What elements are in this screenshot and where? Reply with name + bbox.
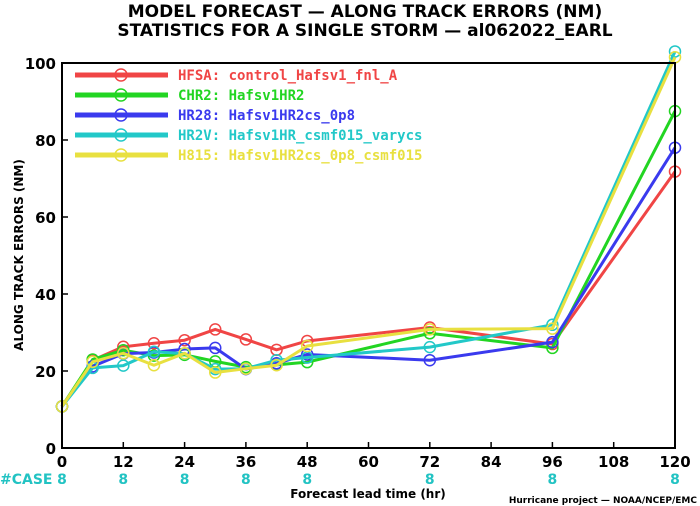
series-point-5 [270,358,283,372]
series-point-4 [668,45,682,58]
x-tick-label: 108 [598,453,629,471]
legend-label: HFSA: control_Hafsv1_fnl_A [178,68,398,84]
legend-label: CHR2: Hafsv1HR2 [178,88,304,104]
x-tick-label: 12 [113,453,134,471]
series-point-5 [300,339,314,353]
series-point-2 [117,343,130,357]
series-point-1 [239,333,253,346]
x-tick-label: 84 [481,453,502,471]
y-axis-label: ALONG TRACK ERRORS (NM) [12,159,26,351]
chart-title: MODEL FORECAST — ALONG TRACK ERRORS (NM) [128,2,602,22]
chart-subtitle: STATISTICS FOR A SINGLE STORM — al062022… [117,21,612,41]
case-count: 8 [180,472,190,488]
x-tick-label: 60 [358,453,379,471]
legend-marker [114,148,128,162]
series-point-5 [178,347,191,360]
series-point-5 [209,366,222,379]
case-count: 8 [670,472,680,488]
series-point-5 [147,358,161,372]
series-point-4 [546,318,559,332]
plot-area: 0 12 24 36 48 60 72 84 96 108 120 0 20 40 60 80 100 8 8 8 8 8… [25,45,691,488]
legend-marker [114,88,128,102]
series-point-5 [117,347,130,360]
plot-frame [61,62,676,449]
series-point-4 [147,345,161,358]
series-point-3 [209,341,222,355]
series-point-4 [117,359,130,372]
case-count: 8 [425,472,435,488]
x-tick-label: 72 [419,453,440,471]
x-tick-label: 0 [57,453,67,471]
series-point-5 [546,322,559,335]
series-point-5 [423,323,437,336]
series-point-5 [86,355,99,369]
series-point-3 [546,335,559,349]
series-point-5 [239,362,253,375]
credit-text: Hurricane project — NOAA/NCEP/EMC [509,496,698,506]
case-count: 8 [118,472,128,488]
series-point-1 [147,337,161,350]
legend-marker [114,108,128,122]
y-tick-label: 100 [25,55,56,73]
y-tick-label: 40 [35,286,56,304]
legend-label: H815: Hafsv1HR2cs_0p8_csmf015 [178,148,422,164]
x-tick-label: 48 [297,453,318,471]
series-point-3 [300,348,314,361]
series-point-3 [423,353,437,367]
legend-label: HR28: Hafsv1HR2cs_0p8 [178,108,355,124]
y-tick-label: 0 [46,440,56,458]
series-line-4 [60,50,677,408]
legend-label: HR2V: Hafsv1HR_csmf015_varycs [178,128,422,144]
y-tick-label: 60 [35,209,56,227]
x-tick-label: 120 [659,453,690,471]
case-count: 8 [241,472,251,488]
legend: HFSA: control_Hafsv1_fnl_A CHR2: Hafsv1HR… [75,68,422,164]
x-tick-label: 36 [235,453,256,471]
legend-marker [114,128,128,142]
series-point-2 [423,327,437,340]
y-tick-label: 80 [35,132,56,150]
x-tick-label: 24 [174,453,195,471]
series-point-4 [423,340,437,354]
series-line-5 [60,56,677,408]
series-line-3 [60,146,677,408]
y-tick-label: 20 [35,363,56,381]
legend-marker [114,68,128,82]
series-point-1 [209,323,222,336]
case-count: 8 [57,472,67,488]
case-count: 8 [302,472,312,488]
x-tick-label: 96 [542,453,563,471]
case-label: #CASE [0,472,53,488]
x-axis-label: Forecast lead time (hr) [290,487,446,501]
series-point-1 [178,333,191,347]
case-count: 8 [548,472,558,488]
